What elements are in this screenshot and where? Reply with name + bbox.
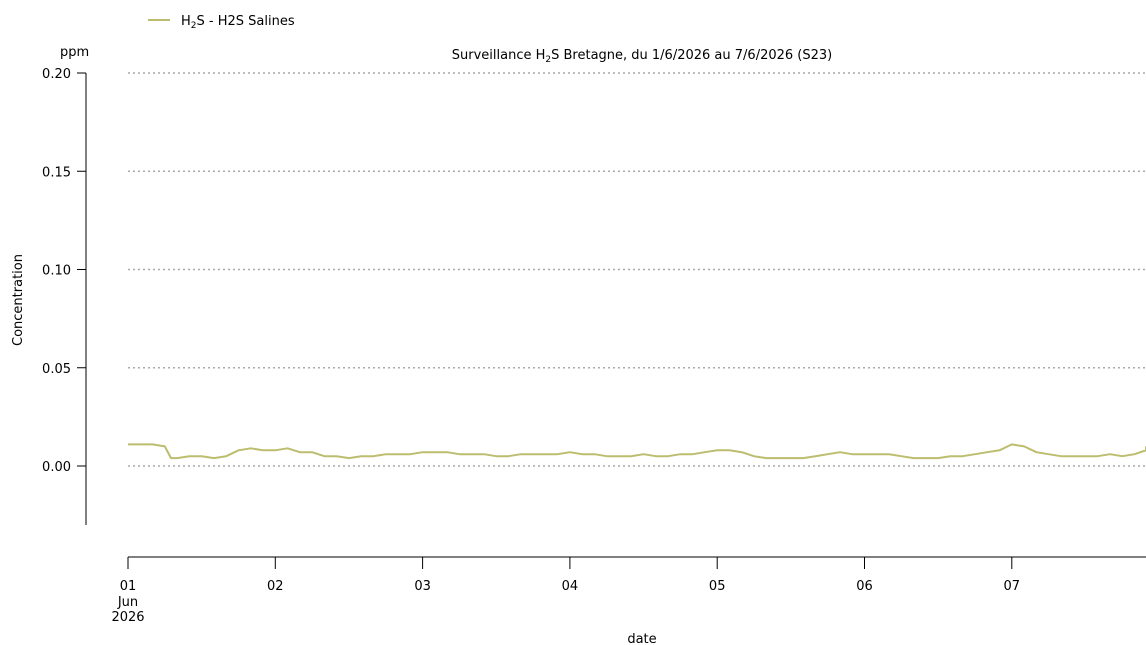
x-tick-sublabel-month: Jun [117,595,138,610]
y-ticks: 0.00 0.05 0.10 0.15 0.20 [42,67,86,475]
legend-label: H2S - H2S Salines [181,14,295,31]
series-line-h2s-salines [128,443,1146,460]
y-tick-label: 0.05 [42,362,71,377]
y-tick-label: 0.10 [42,264,71,279]
x-tick-sublabel-year: 2026 [111,610,144,625]
y-unit-label: ppm [60,45,89,60]
x-tick-label: 02 [267,579,284,594]
legend: H2S - H2S Salines [148,14,295,31]
series-group [128,443,1146,460]
x-axis-label: date [627,632,656,645]
y-tick-label: 0.20 [42,67,71,82]
y-axis-label: Concentration [11,254,26,346]
x-tick-label: 03 [414,579,431,594]
x-tick-label: 04 [562,579,579,594]
x-tick-label: 05 [709,579,726,594]
x-tick-label: 06 [856,579,873,594]
x-tick-label: 01 [120,579,137,594]
grid [128,72,1146,467]
chart-title: Surveillance H2S Bretagne, du 1/6/2026 a… [452,48,832,65]
y-tick-label: 0.15 [42,165,71,180]
x-tick-label: 07 [1004,579,1021,594]
y-tick-label: 0.00 [42,460,71,475]
